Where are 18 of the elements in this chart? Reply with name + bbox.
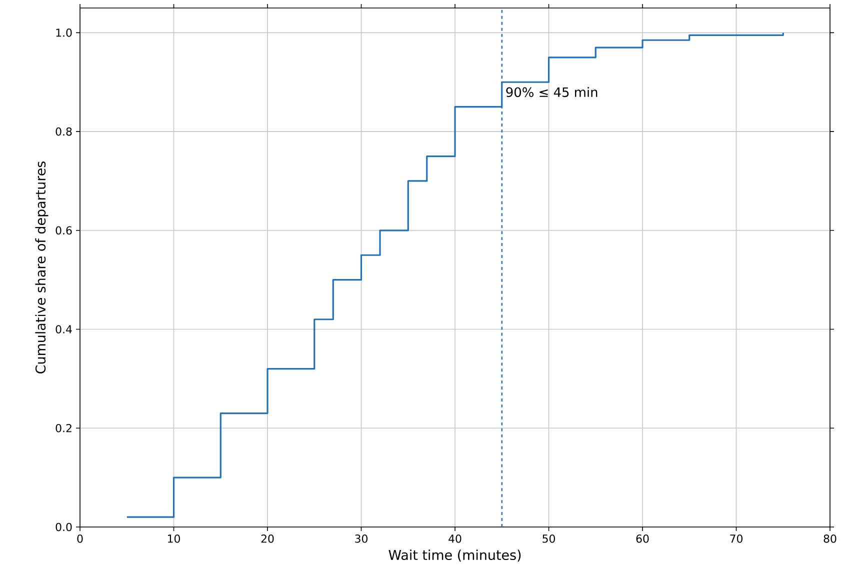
y-axis-title: Cumulative share of departures bbox=[35, 161, 48, 374]
y-tick-label: 0.8 bbox=[56, 127, 72, 136]
x-axis-title: Wait time (minutes) bbox=[388, 550, 521, 562]
x-tick-label: 0 bbox=[77, 534, 83, 543]
ref-line-label: 90% ≤ 45 min bbox=[506, 87, 598, 98]
x-tick-label: 30 bbox=[355, 534, 368, 543]
y-tick-label: 0.4 bbox=[56, 325, 72, 334]
x-tick-label: 20 bbox=[261, 534, 274, 543]
x-tick-label: 40 bbox=[448, 534, 462, 543]
x-tick-label: 70 bbox=[730, 534, 742, 543]
x-tick-label: 10 bbox=[168, 534, 180, 543]
y-tick-label: 0.6 bbox=[56, 226, 72, 235]
x-tick-label: 60 bbox=[636, 534, 649, 543]
x-tick-label: 50 bbox=[542, 534, 555, 543]
y-tick-label: 0.2 bbox=[56, 424, 72, 432]
x-tick-label: 80 bbox=[824, 534, 836, 543]
y-tick-label: 0.0 bbox=[56, 522, 72, 532]
y-tick-label: 1.0 bbox=[56, 28, 72, 37]
